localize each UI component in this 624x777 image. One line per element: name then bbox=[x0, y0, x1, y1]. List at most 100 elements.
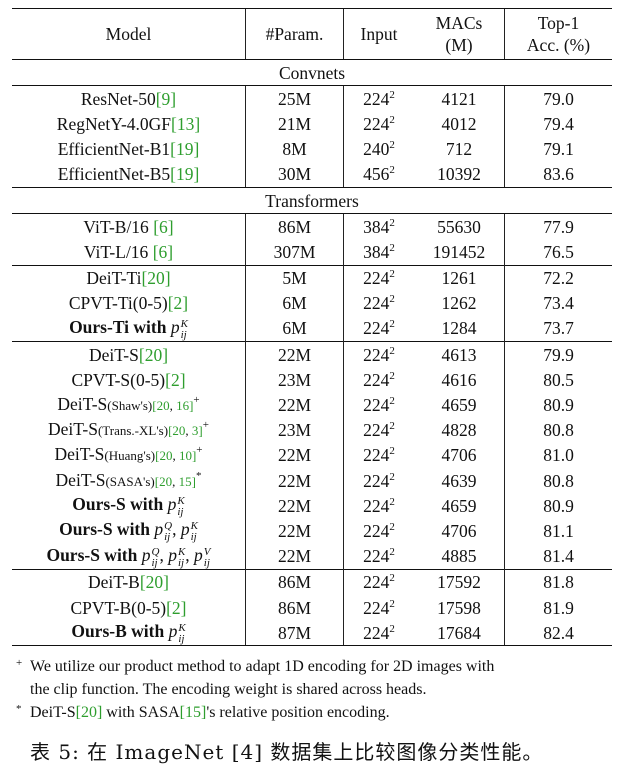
input-size: 224 bbox=[363, 268, 390, 289]
pos-encoding-math-sub: ij bbox=[177, 506, 184, 519]
cell-macs: 10392 bbox=[414, 161, 505, 188]
cell-input: 2242 bbox=[343, 367, 414, 393]
model-citation[interactable]: [2] bbox=[165, 369, 186, 390]
cell-model: DeiT-B[20] bbox=[12, 568, 246, 595]
input-exponent: 2 bbox=[389, 445, 395, 458]
cell-accuracy: 77.9 bbox=[504, 213, 612, 240]
section-title-transformers: Transformers bbox=[12, 186, 612, 215]
cell-accuracy: 72.2 bbox=[504, 264, 612, 291]
table-row: CPVT-B(0-5)[2] 86M 2242 17598 81.9 bbox=[12, 594, 612, 621]
pos-encoding-math: pK ij bbox=[168, 621, 186, 645]
input-exponent: 2 bbox=[389, 495, 395, 508]
footnote-plus-line2: the clip function. The encoding weight i… bbox=[30, 681, 427, 698]
cell-macs: 1261 bbox=[414, 264, 505, 291]
model-name: ResNet-50 bbox=[80, 88, 156, 109]
model-variant: (Trans.-XL's) bbox=[97, 423, 169, 439]
footnote-star-cite1[interactable]: [20] bbox=[75, 704, 103, 721]
table-row: Ours-S with pQ ij, pK ij 22M 2242 4706 81.1 bbox=[12, 518, 612, 544]
model-citation-comma: , bbox=[185, 423, 192, 439]
model-citation[interactable]: [2] bbox=[167, 293, 189, 314]
table-header-row: Model #Param. Input MACs (M) Top-1 Acc. (%… bbox=[12, 8, 612, 60]
header-macs-line2: (M) bbox=[445, 35, 473, 55]
cell-input: 2242 bbox=[343, 85, 414, 112]
cell-macs: 4828 bbox=[441, 420, 477, 441]
table-row: ResNet-50[9] 25M 2242 4121 79.0 bbox=[12, 85, 612, 112]
cell-params: 22M bbox=[245, 543, 344, 570]
model-citation[interactable]: [2] bbox=[166, 597, 187, 618]
model-citation[interactable]: [20] bbox=[139, 572, 169, 593]
input-exponent: 2 bbox=[389, 420, 395, 433]
pos-encoding-math-3: pV ij bbox=[194, 545, 210, 569]
cell-macs: 55630 bbox=[437, 216, 481, 237]
model-citation-2[interactable]: 10 bbox=[178, 448, 192, 464]
model-citation-1[interactable]: 20 bbox=[159, 448, 173, 464]
cell-accuracy: 81.9 bbox=[504, 594, 612, 621]
table-row: ViT-L/16 [6] 307M 3842 191452 76.5 bbox=[12, 239, 612, 265]
input-exponent: 2 bbox=[389, 597, 395, 610]
pos-encoding-math-2-sub: ij bbox=[177, 556, 185, 569]
input-size: 224 bbox=[363, 395, 390, 416]
pos-encoding-math-2: pK ij bbox=[181, 519, 198, 543]
cell-macs: 1284 bbox=[441, 318, 477, 339]
input-exponent: 2 bbox=[389, 369, 395, 382]
footnote-star-cite2[interactable]: [15] bbox=[179, 704, 207, 721]
cell-accuracy: 80.8 bbox=[504, 417, 612, 443]
input-size: 384 bbox=[363, 216, 390, 237]
model-name: Ours-S with bbox=[59, 519, 155, 540]
cell-input: 2242 bbox=[343, 620, 414, 647]
pos-encoding-math-base: p bbox=[168, 621, 178, 642]
model-citation[interactable]: [13] bbox=[171, 113, 201, 134]
cell-input: 2242 bbox=[343, 341, 414, 368]
cell-model: RegNetY-4.0GF[13] bbox=[12, 111, 246, 136]
footnote-plus-line1: We utilize our product method to adapt 1… bbox=[30, 658, 495, 675]
model-citation[interactable]: [6] bbox=[152, 241, 174, 262]
cell-model: Ours-B with pK ij bbox=[12, 620, 246, 647]
model-citation[interactable]: [19] bbox=[170, 139, 200, 160]
input-exponent: 2 bbox=[389, 241, 395, 254]
pos-encoding-math: pK ij bbox=[171, 317, 188, 341]
cell-accuracy: 81.0 bbox=[504, 442, 612, 468]
cell-model: ResNet-50[9] bbox=[12, 86, 246, 112]
model-name: DeiT-S bbox=[55, 469, 106, 490]
footnote-star-pre: DeiT-S bbox=[30, 704, 76, 721]
model-citation-2[interactable]: 3 bbox=[191, 423, 199, 439]
input-size: 224 bbox=[363, 470, 390, 491]
cell-macs: 4121 bbox=[441, 88, 477, 109]
model-name: DeiT-S bbox=[57, 394, 108, 415]
model-citation-open: [ bbox=[152, 398, 157, 414]
model-citation-1[interactable]: 20 bbox=[159, 473, 173, 489]
table-row: DeiT-B[20] 86M 2242 17592 81.8 bbox=[12, 568, 612, 595]
cell-input: 2242 bbox=[343, 264, 414, 291]
model-citation-comma: , bbox=[172, 473, 179, 489]
model-citation-1[interactable]: 20 bbox=[156, 398, 170, 414]
cell-params: 87M bbox=[245, 620, 344, 647]
cell-input: 2242 bbox=[343, 518, 414, 544]
input-exponent: 2 bbox=[389, 622, 395, 635]
model-citation[interactable]: [20] bbox=[141, 268, 171, 289]
input-exponent: 2 bbox=[389, 470, 395, 483]
model-citation-comma: , bbox=[169, 398, 177, 414]
model-citation[interactable]: [19] bbox=[170, 164, 200, 185]
cell-model: CPVT-Ti(0-5)[2] bbox=[12, 291, 246, 316]
cell-input: 2242 bbox=[343, 442, 414, 468]
results-table: Model #Param. Input MACs (M) Top-1 Acc. (%… bbox=[12, 8, 612, 647]
model-citation[interactable]: [9] bbox=[155, 88, 177, 109]
model-citation[interactable]: [6] bbox=[153, 216, 174, 237]
model-name: ViT-L/16 bbox=[83, 241, 153, 262]
pos-encoding-math-sup: K bbox=[180, 317, 188, 330]
model-citation-comma: , bbox=[172, 448, 179, 464]
model-citation-1[interactable]: 20 bbox=[172, 423, 186, 439]
cell-macs: 17592 bbox=[414, 568, 505, 595]
cell-params: 86M bbox=[245, 213, 344, 240]
cell-macs: 4706 bbox=[441, 520, 477, 541]
model-name: CPVT-Ti(0-5) bbox=[68, 293, 168, 314]
cell-params: 30M bbox=[245, 161, 344, 188]
model-citation-2[interactable]: 15 bbox=[178, 473, 192, 489]
model-citation-group: [20, 3] bbox=[168, 423, 203, 438]
pos-encoding-math-base: p bbox=[154, 519, 164, 540]
model-name: CPVT-S(0-5) bbox=[71, 369, 166, 390]
input-exponent: 2 bbox=[389, 520, 395, 533]
model-citation[interactable]: [20] bbox=[138, 344, 169, 365]
model-citation-2[interactable]: 16 bbox=[176, 398, 190, 414]
